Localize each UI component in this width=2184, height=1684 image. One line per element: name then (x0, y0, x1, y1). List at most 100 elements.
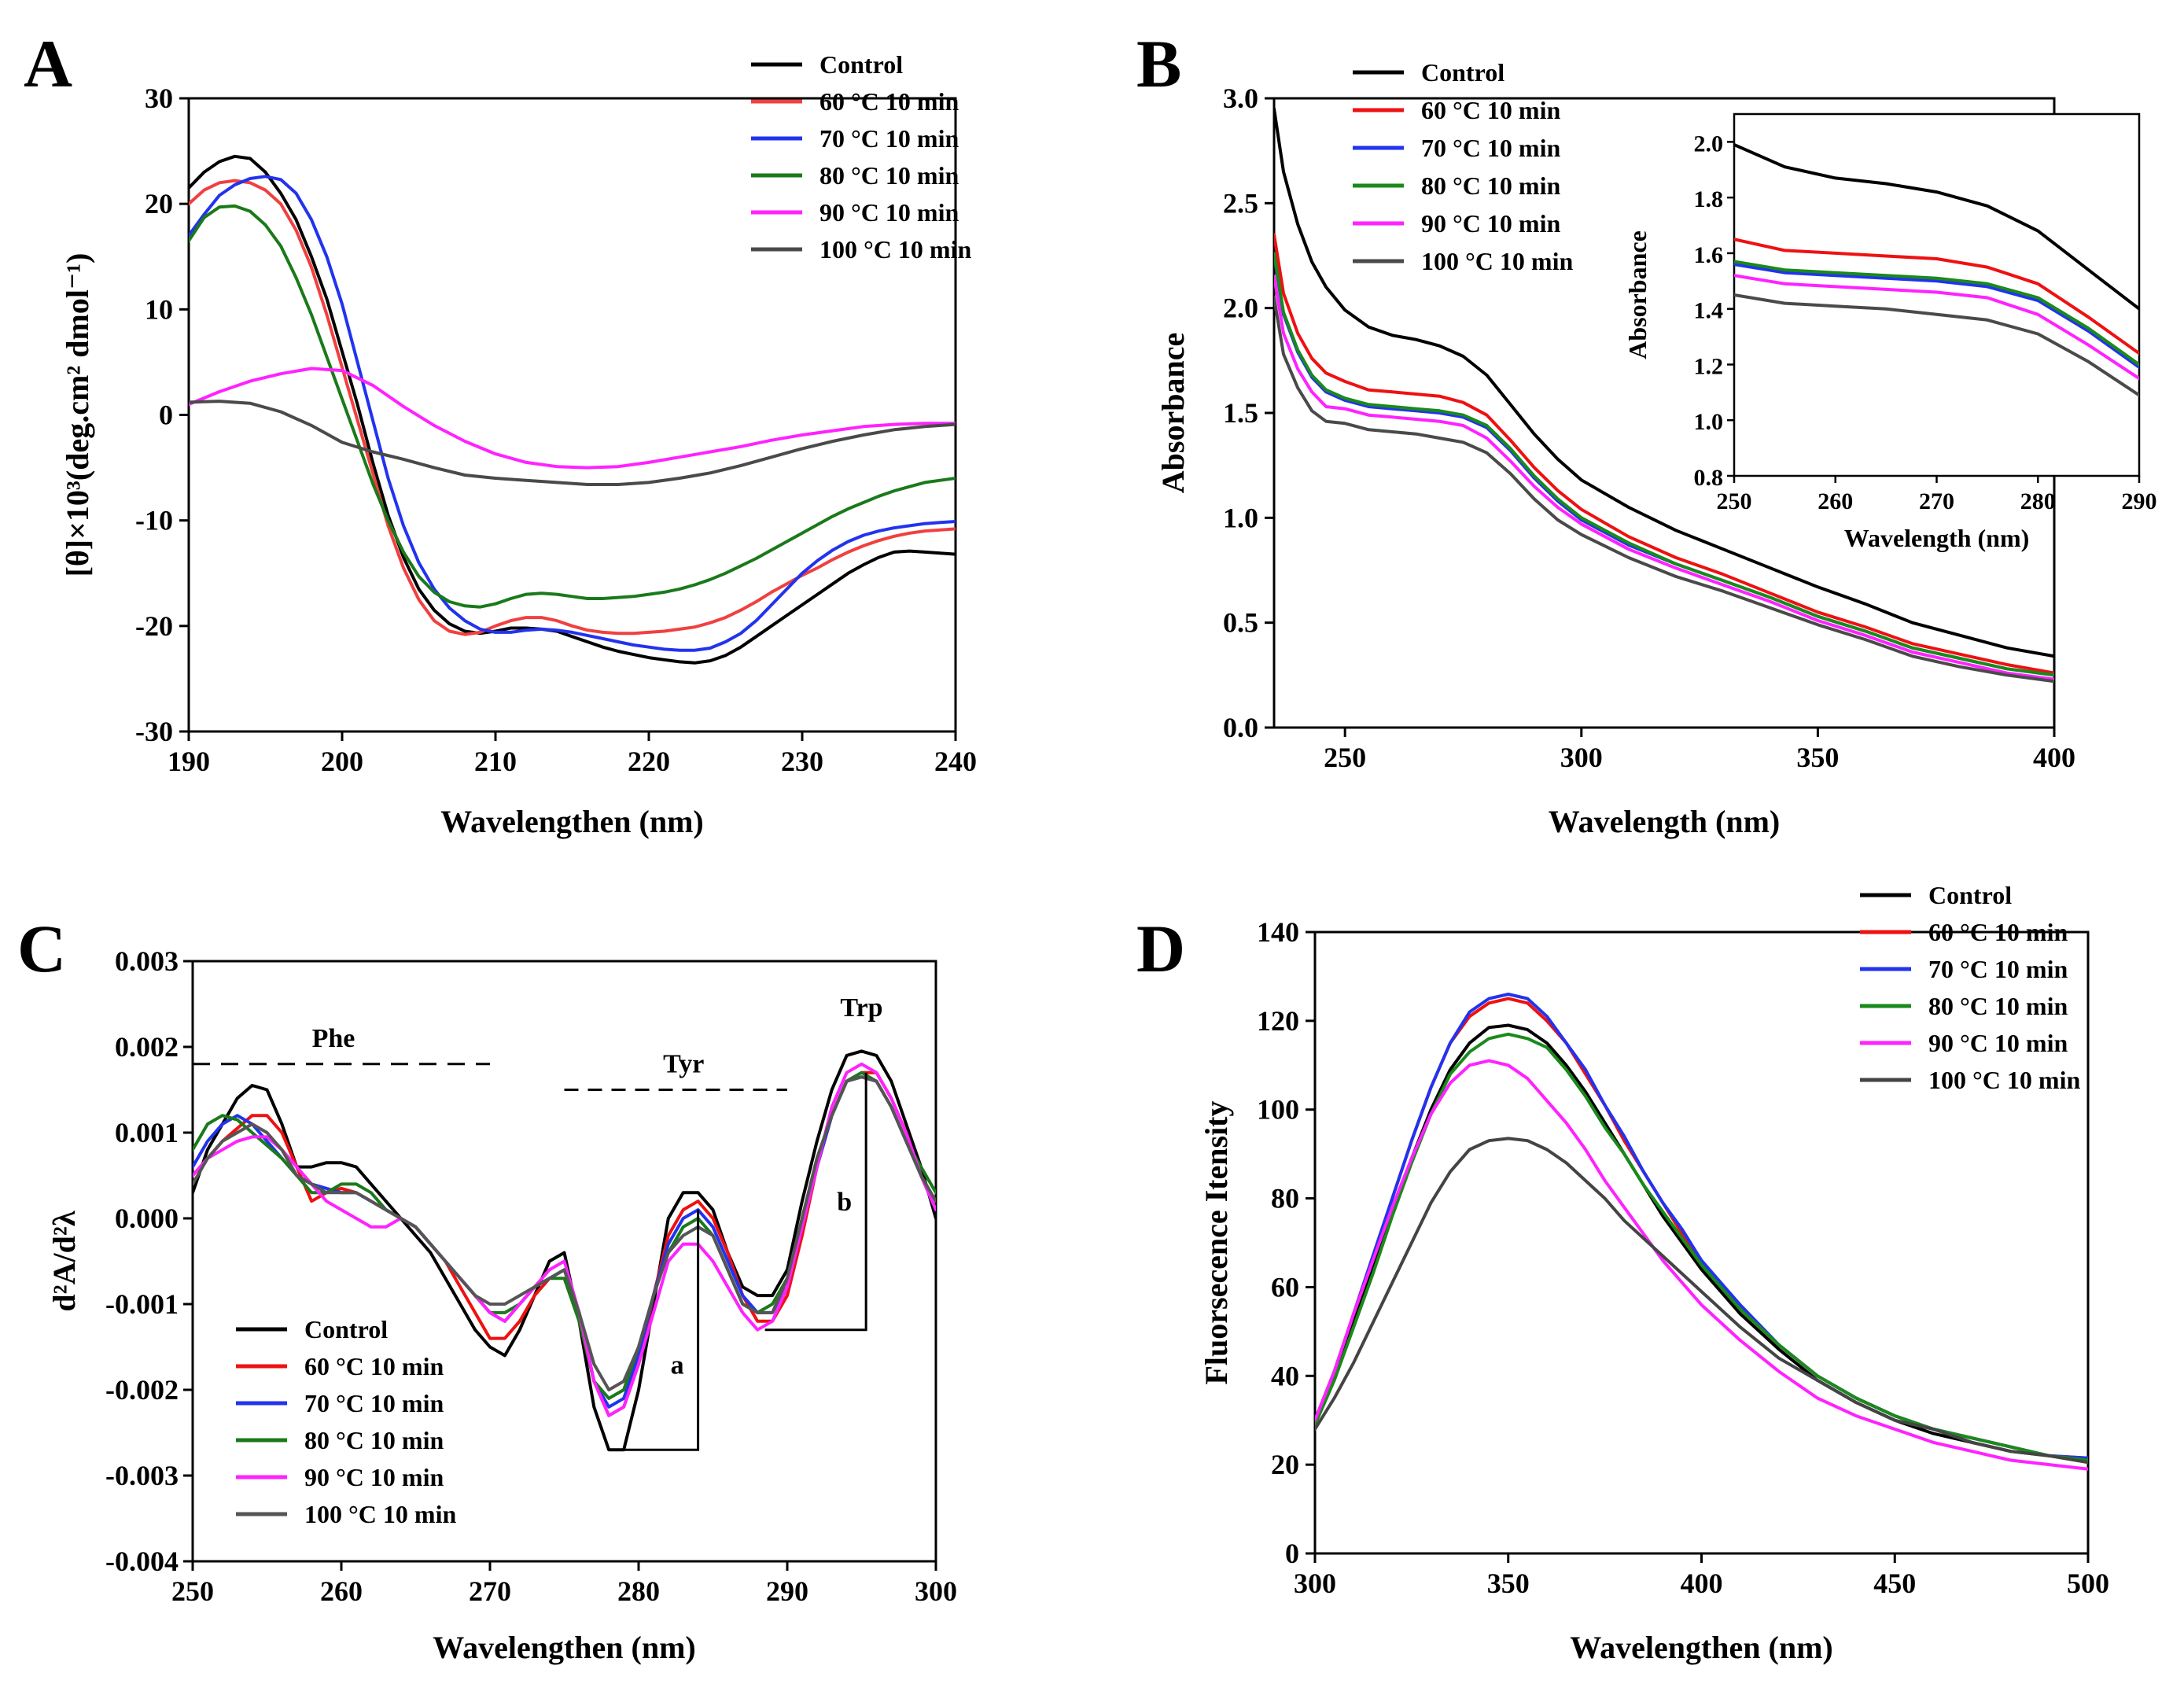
panel-a-xtick-label: 230 (781, 746, 823, 777)
panel-b: B 250 300 350 400 0.0 0.5 1.0 1.5 2.0 2.5 3.0 Wavel… (1136, 26, 2157, 839)
panel-c-xtick-label: 270 (469, 1575, 511, 1607)
panel-c-ytick-label: 0.003 (115, 945, 179, 977)
panel-b-inset-ytick-label: 1.4 (1694, 298, 1724, 324)
panel-c-series-line (193, 1062, 936, 1417)
panel-a-series-line (189, 175, 956, 652)
panel-b-inset-series-line (1734, 142, 2139, 311)
panel-b-inset-xtick-label: 280 (2020, 488, 2056, 514)
panel-b-inset-ytick-label: 1.0 (1694, 409, 1724, 435)
panel-a-ytick-label: -30 (135, 716, 173, 747)
panel-c-ytick-label: -0.002 (105, 1374, 179, 1406)
panel-b-inset-background (1734, 114, 2139, 476)
panel-c-series-line (193, 1075, 936, 1391)
panel-d-y-axis-label: Fluorsecence Itensity (1199, 1100, 1234, 1384)
panel-d-x-axis-label: Wavelengthen (nm) (1570, 1630, 1832, 1665)
panel-d: D 300 350 400 450 500 0 20 40 60 80 100 120 140 Wavel… (1136, 881, 2109, 1665)
panel-c-y-axis-label: d²A/d²λ (46, 1210, 82, 1311)
panel-a-xtick-label: 210 (474, 746, 517, 777)
panel-a-letter: A (24, 26, 72, 101)
panel-b-series-group (1274, 107, 2054, 684)
panel-a-series-line (189, 367, 956, 470)
panel-a-series-group (189, 154, 956, 665)
panel-d-xtick-label: 400 (1681, 1568, 1723, 1599)
panel-a-ytick-label: 20 (145, 188, 173, 219)
panel-d-series-group (1315, 993, 2088, 1471)
panel-b-series-line (1274, 275, 2054, 681)
panel-c-xtick-label: 250 (171, 1575, 214, 1607)
panel-c-series-group (193, 1049, 936, 1452)
panel-b-legend-label: 80 °C 10 min (1421, 171, 1560, 200)
panel-b-series-line (1274, 296, 2054, 684)
panel-c-series-line (193, 1070, 936, 1400)
panel-c-legend-label: 100 °C 10 min (304, 1500, 456, 1528)
panel-c-legend-label: 80 °C 10 min (304, 1426, 444, 1454)
panel-b-series-line (1274, 233, 2054, 675)
panel-b-inset-series-line (1734, 263, 2139, 370)
panel-c-plot-frame (191, 960, 937, 1563)
panel-d-legend-label: Control (1928, 881, 2012, 909)
panel-b-xtick-label: 300 (1560, 742, 1603, 773)
panel-b-ytick-label: 0.0 (1223, 712, 1258, 743)
panel-b-inset-series-line (1734, 238, 2139, 356)
panel-d-letter: D (1136, 911, 1185, 986)
panel-b-y-axis-label: Absorbance (1155, 333, 1191, 493)
panel-d-legend-label: 100 °C 10 min (1928, 1066, 2080, 1094)
panel-d-legend-label: 90 °C 10 min (1928, 1029, 2068, 1057)
panel-c-bracket-a (609, 1210, 700, 1451)
panel-b-inset-y-axis-label: Absorbance (1623, 230, 1652, 359)
panel-c-trp-label: Trp (840, 993, 882, 1023)
panel-b-legend-label: 60 °C 10 min (1421, 96, 1560, 124)
panel-c-ytick-label: 0.002 (115, 1031, 179, 1063)
panel-b-inset-series-line (1734, 274, 2139, 381)
panel-b-x-axis-label: Wavelength (nm) (1549, 804, 1780, 839)
panel-c-bracket-b-label: b (837, 1188, 852, 1217)
panel-c-letter: C (17, 911, 66, 986)
panel-b-series-line (1274, 107, 2054, 658)
panel-a-ytick-label: 30 (145, 83, 173, 114)
panel-c-ytick-label: -0.004 (105, 1546, 179, 1577)
panel-c-bracket-b (764, 1072, 867, 1332)
panel-d-ytick-label: 40 (1271, 1360, 1299, 1391)
panel-c: C 250 260 270 280 290 300 -0.004 -0.003 -0.002 -0… (17, 911, 957, 1665)
panel-a-legend-label: 90 °C 10 min (819, 198, 959, 227)
panel-d-ytick-label: 60 (1271, 1271, 1299, 1303)
panel-b-inset-xtick-label: 250 (1717, 488, 1752, 514)
panel-a-series-line (189, 154, 956, 665)
panel-b-inset-x-axis-label: Wavelength (nm) (1844, 524, 2030, 552)
panel-b-inset-xtick-label: 260 (1818, 488, 1853, 514)
panel-a-xtick-label: 220 (628, 746, 670, 777)
panel-b-inset-xtick-label: 270 (1919, 488, 1954, 514)
panel-c-xtick-label: 260 (320, 1575, 363, 1607)
panel-c-xtick-label: 280 (617, 1575, 660, 1607)
panel-a-ytick-label: -10 (135, 505, 173, 536)
panel-b-ytick-label: 2.0 (1223, 293, 1258, 324)
panel-c-legend-label: 90 °C 10 min (304, 1463, 444, 1491)
panel-b-inset-ytick-label: 1.6 (1694, 242, 1724, 268)
panel-c-tyr-label: Tyr (663, 1050, 704, 1079)
panel-c-legend-label: 70 °C 10 min (304, 1389, 444, 1417)
panel-b-ytick-label: 3.0 (1223, 83, 1258, 114)
panel-b-inset-ytick-label: 0.8 (1694, 465, 1724, 491)
panel-b-legend-label: 90 °C 10 min (1421, 209, 1560, 238)
panel-b-legend-label: 100 °C 10 min (1421, 247, 1573, 275)
panel-c-phe-label: Phe (312, 1024, 355, 1053)
panel-b-xtick-label: 250 (1324, 742, 1366, 773)
panel-d-plot-frame (1313, 930, 2090, 1555)
panel-d-series-line (1315, 1059, 2088, 1471)
panel-c-ytick-label: 0.000 (115, 1203, 179, 1234)
panel-b-letter: B (1136, 26, 1181, 101)
panel-a-ytick-label: -20 (135, 610, 173, 642)
panel-a-x-axis-label: Wavelengthen (nm) (440, 804, 703, 839)
panel-a-y-axis-label: [θ]×10³(deg.cm² dmol⁻¹) (60, 253, 95, 577)
panel-b-ytick-label: 1.0 (1223, 502, 1258, 533)
panel-d-legend-label: 60 °C 10 min (1928, 918, 2068, 946)
panel-b-xtick-label: 400 (2033, 742, 2075, 773)
panel-d-ytick-label: 80 (1271, 1183, 1299, 1214)
panel-b-inset-ytick-label: 1.2 (1694, 353, 1724, 379)
panel-b-inset-ytick-label: 2.0 (1694, 131, 1724, 157)
panel-c-legend-label: Control (304, 1315, 388, 1343)
panel-a-xtick-label: 190 (168, 746, 210, 777)
panel-d-ytick-label: 100 (1257, 1094, 1299, 1126)
panel-c-xtick-label: 290 (766, 1575, 808, 1607)
panel-c-ytick-label: -0.001 (105, 1288, 179, 1320)
